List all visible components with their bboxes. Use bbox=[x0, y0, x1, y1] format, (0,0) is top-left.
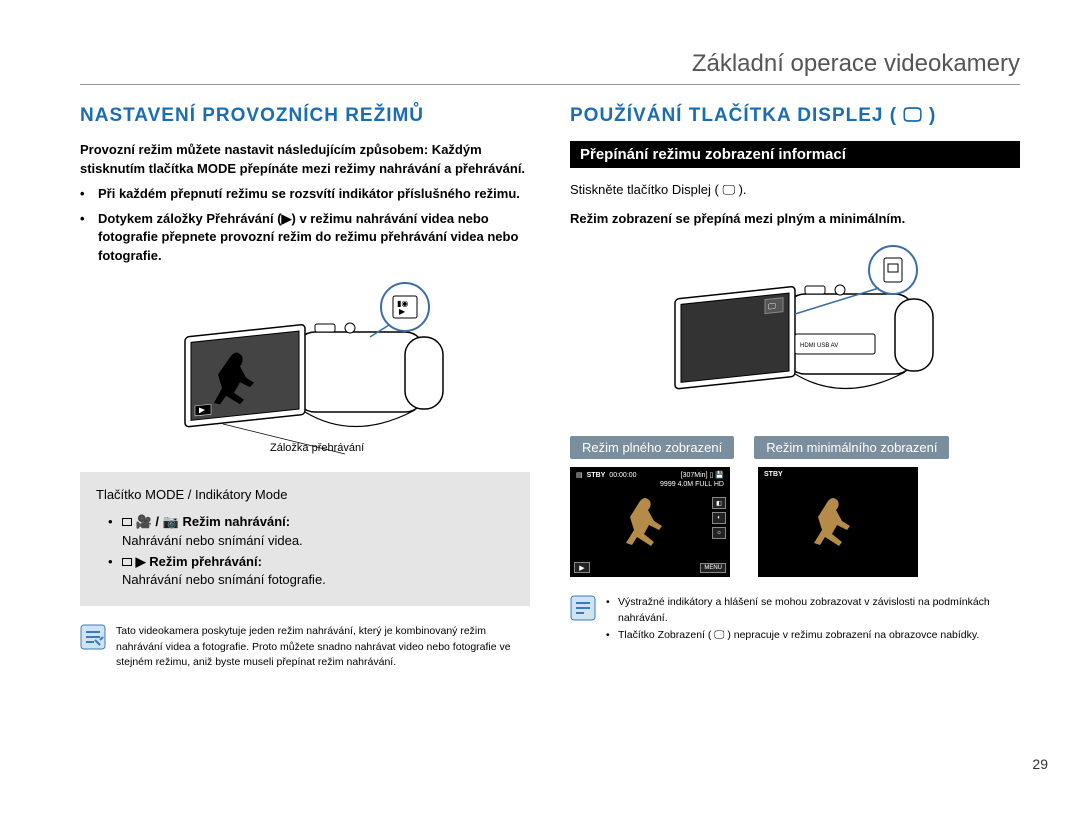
left-bullet-2: • Dotykem záložky Přehrávání (▶) v režim… bbox=[80, 210, 530, 267]
skater-silhouette-2 bbox=[803, 495, 863, 565]
mode-box-title: Tlačítko MODE / Indikátory Mode bbox=[96, 486, 514, 505]
sub-section-bar: Přepínání režimu zobrazení informací bbox=[570, 141, 1020, 168]
page-header: Základní operace videokamery bbox=[80, 50, 1020, 85]
hd-badge: FULL HD bbox=[695, 481, 724, 488]
right-note-text: Výstražné indikátory a hlášení se mohou … bbox=[606, 595, 1020, 645]
page-title: Základní operace videokamery bbox=[80, 50, 1020, 78]
menu-button: MENU bbox=[700, 563, 726, 573]
side-icon-2: ◐ bbox=[712, 512, 726, 524]
remain-time: [307Min] bbox=[681, 472, 708, 479]
right-camera-illustration: 🖵 HDMI USB AV bbox=[570, 244, 1020, 424]
photo-count: 9999 bbox=[660, 481, 676, 488]
right-column: POUŽÍVÁNÍ TLAČÍTKA DISPLEJ ( 🖵 ) Přepíná… bbox=[570, 105, 1020, 670]
note-icon bbox=[570, 595, 596, 621]
note-icon bbox=[80, 624, 106, 650]
rec-time: 00:00:00 bbox=[609, 472, 636, 479]
svg-text:HDMI USB AV: HDMI USB AV bbox=[800, 343, 838, 349]
screen-minimal: STBY bbox=[758, 467, 918, 577]
side-icon-strip: ◧ ◐ ☼ bbox=[712, 497, 726, 539]
left-para-1: Provozní režim můžete nastavit následují… bbox=[80, 141, 530, 179]
svg-text:▶: ▶ bbox=[399, 307, 406, 316]
mode-item-play: ▶ Režim přehrávání: Nahrávání nebo snímá… bbox=[108, 553, 514, 591]
side-icon-3: ☼ bbox=[712, 527, 726, 539]
right-note-item-1: Výstražné indikátory a hlášení se mohou … bbox=[606, 595, 1020, 625]
video-icon bbox=[122, 518, 132, 526]
photo-mp: 4.0M bbox=[678, 481, 694, 488]
screen-full: ▤ STBY 00:00:00 [307Min] ▯ 💾 9999 4.0M F… bbox=[570, 467, 730, 577]
right-section-title: POUŽÍVÁNÍ TLAČÍTKA DISPLEJ ( 🖵 ) bbox=[570, 105, 1020, 127]
full-mode-label: Režim plného zobrazení bbox=[570, 436, 734, 459]
mode-labels-row: Režim plného zobrazení Režim minimálního… bbox=[570, 436, 1020, 459]
memory-icon: ▯ 💾 bbox=[709, 472, 724, 479]
mode-box: Tlačítko MODE / Indikátory Mode 🎥 / 📷 Re… bbox=[80, 472, 530, 606]
left-column: NASTAVENÍ PROVOZNÍCH REŽIMŮ Provozní rež… bbox=[80, 105, 530, 670]
svg-text:🖵: 🖵 bbox=[768, 302, 776, 312]
right-para: Režim zobrazení se přepíná mezi plným a … bbox=[570, 210, 1020, 229]
left-section-title: NASTAVENÍ PROVOZNÍCH REŽIMŮ bbox=[80, 105, 530, 127]
stby-label: STBY bbox=[587, 472, 606, 479]
play-tab-icon: ▶ bbox=[574, 562, 590, 573]
sd-icon: ▤ bbox=[576, 471, 583, 479]
play-icon bbox=[122, 558, 132, 566]
camcorder-drawing-2: 🖵 HDMI USB AV bbox=[635, 244, 955, 424]
left-note: Tato videokamera poskytuje jeden režim n… bbox=[80, 624, 530, 670]
mode-item-record: 🎥 / 📷 Režim nahrávání: Nahrávání nebo sn… bbox=[108, 513, 514, 551]
min-mode-label: Režim minimálního zobrazení bbox=[754, 436, 949, 459]
camcorder-drawing: ▮◉ ▶ bbox=[145, 282, 465, 462]
left-bullet-1: • Při každém přepnutí režimu se rozsvítí… bbox=[80, 185, 530, 204]
instruction-text: Stiskněte tlačítko Displej ( 🖵 ). bbox=[570, 180, 1020, 200]
screens-row: ▤ STBY 00:00:00 [307Min] ▯ 💾 9999 4.0M F… bbox=[570, 467, 1020, 577]
right-note: Výstražné indikátory a hlášení se mohou … bbox=[570, 595, 1020, 645]
play-tab-callout: Záložka přehrávání bbox=[270, 442, 364, 454]
side-icon-1: ◧ bbox=[712, 497, 726, 509]
right-note-item-2: Tlačítko Zobrazení ( 🖵 ) nepracuje v rež… bbox=[606, 628, 1020, 643]
skater-silhouette bbox=[615, 495, 675, 565]
stby-label-min: STBY bbox=[764, 471, 783, 478]
left-note-text: Tato videokamera poskytuje jeden režim n… bbox=[116, 624, 530, 670]
page-number: 29 bbox=[1032, 756, 1048, 772]
left-camera-illustration: ▮◉ ▶ Záložka přehrávání bbox=[80, 282, 530, 462]
